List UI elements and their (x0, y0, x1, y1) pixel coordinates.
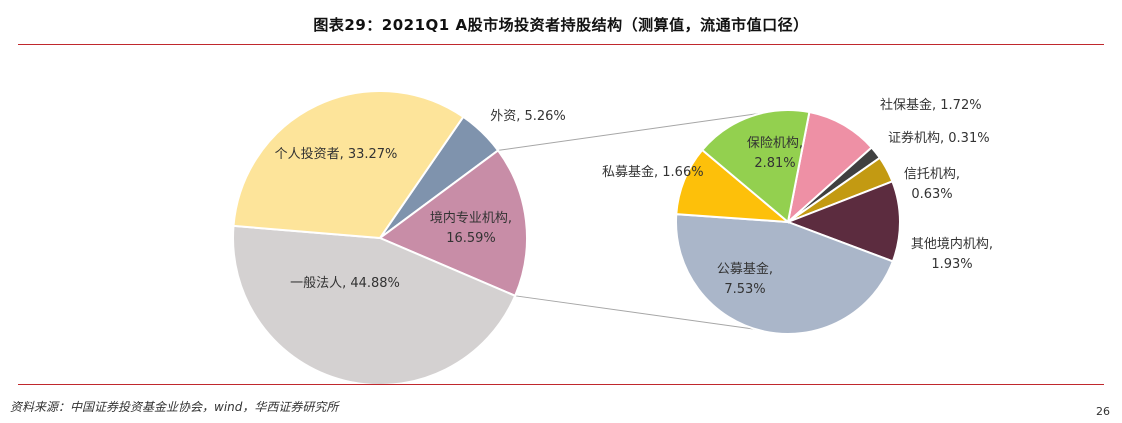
pie1-label-2: 一般法人, 44.88% (290, 275, 400, 291)
pie2-label-6: 保险机构, 2.81% (747, 136, 803, 171)
pie2-label-1: 证券机构, 0.31% (888, 130, 990, 146)
source-note: 资料来源：中国证券投资基金业协会，wind，华西证券研究所 (10, 400, 339, 414)
footer-divider (18, 384, 1104, 385)
pie1-slice-2 (232, 224, 517, 386)
pie2-slice-6 (700, 109, 811, 224)
pie1-label-0: 外资, 5.26% (490, 109, 566, 124)
pie2-slice-4 (675, 213, 895, 335)
chart-title: 图表29：2021Q1 A股市场投资者持股结构（测算值，流通市值口径） (313, 16, 809, 34)
professional-institutions-pie (675, 109, 901, 335)
title-divider (18, 44, 1104, 45)
slice-labels: 外资, 5.26% 境内专业机构, 16.59% 一般法人, 44.88% 个人投资者,… (275, 97, 993, 297)
pie1-slice-1 (378, 149, 528, 298)
investor-structure-pie (232, 90, 528, 386)
connector-line-top (497, 110, 777, 151)
pie2-label-4: 公募基金, 7.53% (717, 261, 773, 297)
pie1-label-1: 境内专业机构, 16.59% (430, 210, 512, 246)
pie2-label-2: 信托机构, 0.63% (904, 167, 960, 202)
pie2-slice-0 (786, 110, 874, 225)
pie2-label-3: 其他境内机构, 1.93% (911, 236, 993, 272)
pie2-label-0: 社保基金, 1.72% (880, 97, 982, 113)
connector-line-bottom (515, 295, 790, 335)
pie2-label-5: 私募基金, 1.66% (602, 164, 704, 180)
connector-lines (497, 110, 790, 335)
page-number: 26 (1096, 405, 1110, 418)
pie1-slice-3 (232, 90, 465, 240)
pie1-label-3: 个人投资者, 33.27% (275, 146, 398, 162)
pie2-slice-3 (785, 180, 901, 263)
